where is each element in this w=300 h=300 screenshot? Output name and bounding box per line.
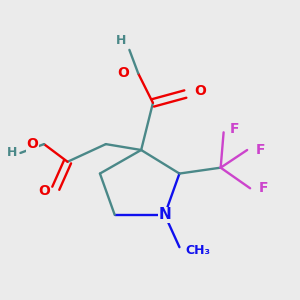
Text: CH₃: CH₃	[185, 244, 210, 256]
Text: F: F	[230, 122, 239, 136]
Text: F: F	[259, 181, 268, 195]
Text: N: N	[158, 207, 171, 222]
Text: H: H	[116, 34, 126, 47]
Text: F: F	[256, 143, 266, 157]
Text: O: O	[26, 137, 38, 151]
Text: O: O	[194, 84, 206, 98]
Text: O: O	[38, 184, 50, 198]
Text: O: O	[118, 66, 129, 80]
Text: H: H	[7, 146, 17, 159]
